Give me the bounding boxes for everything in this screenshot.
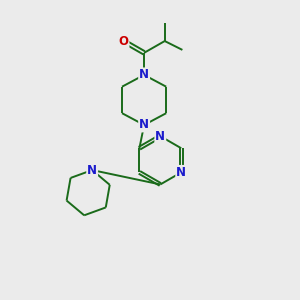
Text: N: N — [139, 118, 149, 131]
Text: N: N — [155, 130, 165, 143]
Text: N: N — [139, 68, 149, 81]
Text: N: N — [176, 166, 186, 179]
Text: O: O — [118, 34, 128, 48]
Text: N: N — [87, 164, 97, 177]
